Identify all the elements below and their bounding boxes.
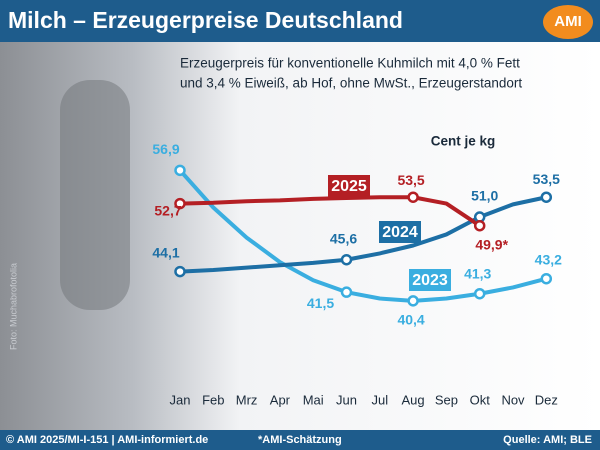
legend-label: 2025 (331, 178, 367, 195)
x-tick-label: Jan (170, 392, 191, 407)
subtitle: Erzeugerpreis für konventionelle Kuhmilc… (180, 56, 520, 71)
point-marker (407, 295, 419, 307)
x-tick-label: Mrz (236, 392, 258, 407)
series-label-box (379, 221, 421, 243)
data-label: 53,5 (533, 171, 560, 187)
data-label: 43,2 (535, 251, 562, 267)
x-tick-label: Feb (202, 392, 224, 407)
point-marker (174, 265, 186, 278)
series-label-box (328, 175, 370, 197)
x-tick-label: Jul (371, 392, 388, 407)
data-label: 53,5 (397, 172, 424, 188)
x-tick-label: Dez (535, 392, 558, 407)
unit-label: Cent je kg (431, 134, 496, 149)
title-bar (0, 0, 600, 42)
series-label-box (409, 269, 451, 291)
x-tick-label: Nov (501, 392, 525, 407)
point-marker (473, 287, 486, 300)
data-label: 52,7 (154, 202, 181, 218)
photo-credit: Foto: Muchabrofotolia (8, 263, 18, 350)
point-marker (540, 191, 553, 203)
x-tick-label: Apr (270, 392, 291, 407)
legend-label: 2023 (412, 272, 448, 289)
x-tick-label: Mai (303, 392, 324, 407)
data-label: 51,0 (471, 188, 498, 204)
point-marker (473, 219, 486, 232)
plot: Jan Feb Mrz Apr Mai Jun Jul Aug Sep Okt Nov Dez 2023… (152, 141, 562, 407)
data-label: 41,5 (307, 295, 334, 311)
footer-text: © AMI 2025/MI-I-151 | AMI-informiert.de (6, 434, 208, 446)
data-label: 56,9 (152, 141, 179, 157)
photo-shape (60, 80, 130, 310)
data-label: 44,1 (152, 244, 179, 260)
series-line (179, 195, 547, 274)
x-tick-label: Aug (402, 392, 425, 407)
point-marker (340, 253, 353, 266)
data-label: 40,4 (397, 312, 424, 328)
data-label: 45,6 (330, 230, 357, 246)
footer-bar (0, 430, 600, 450)
data-label: 41,3 (464, 265, 491, 281)
data-label: 49,9* (475, 236, 508, 252)
footer-note: *AMI-Schätzung (258, 434, 342, 446)
chart-title: Milch – Erzeugerpreise Deutschland (8, 7, 403, 33)
x-tick-label: Okt (470, 392, 491, 407)
logo (543, 5, 593, 39)
point-marker (174, 164, 186, 177)
series-line (179, 195, 481, 228)
point-marker (540, 272, 553, 285)
footer-source: Quelle: AMI; BLE (503, 434, 592, 446)
point-marker (340, 286, 353, 298)
logo-text: AMI (554, 13, 582, 30)
x-tick-label: Jun (336, 392, 357, 407)
subtitle: und 3,4 % Eiweiß, ab Hof, ohne MwSt., Er… (180, 76, 522, 91)
point-marker (407, 191, 419, 203)
point-marker (174, 197, 186, 210)
legend-label: 2024 (382, 224, 418, 241)
x-tick-label: Sep (435, 392, 458, 407)
